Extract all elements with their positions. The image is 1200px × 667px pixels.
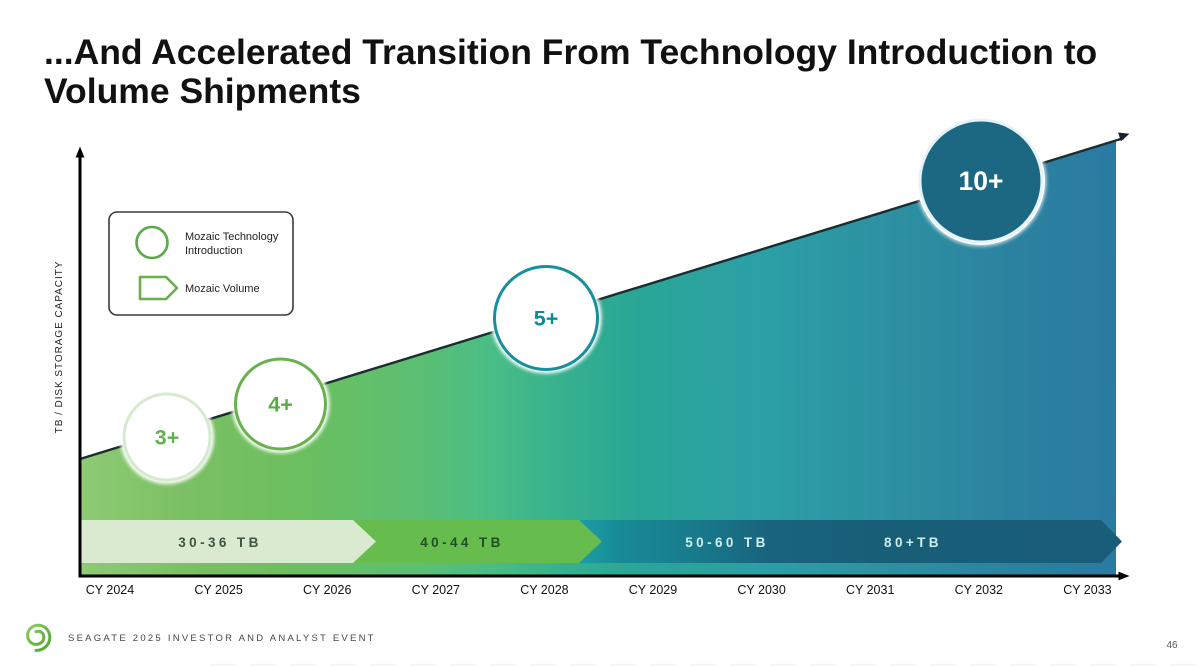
svg-text:CY 2032: CY 2032 [955, 583, 1003, 597]
svg-text:CY 2027: CY 2027 [412, 583, 460, 597]
svg-text:10+: 10+ [959, 166, 1004, 196]
svg-text:Volume Shipments: Volume Shipments [44, 71, 361, 111]
svg-text:CY 2025: CY 2025 [194, 583, 242, 597]
svg-text:CY 2031: CY 2031 [846, 583, 894, 597]
svg-text:CY 2033: CY 2033 [1063, 583, 1111, 597]
svg-text:4+: 4+ [268, 393, 293, 417]
svg-text:46: 46 [1166, 640, 1178, 651]
svg-text:CY 2028: CY 2028 [520, 583, 568, 597]
svg-text:...And Accelerated Transition: ...And Accelerated Transition From Techn… [44, 32, 1097, 72]
svg-text:Introduction: Introduction [185, 245, 242, 257]
svg-text:40-44 TB: 40-44 TB [420, 535, 503, 550]
svg-text:CY 2026: CY 2026 [303, 583, 351, 597]
svg-text:80+TB: 80+TB [884, 535, 942, 550]
svg-text:TB / DISK STORAGE CAPACITY: TB / DISK STORAGE CAPACITY [54, 261, 65, 434]
svg-text:CY 2030: CY 2030 [737, 583, 785, 597]
svg-text:Mozaic Volume: Mozaic Volume [185, 283, 260, 295]
svg-text:CY 2024: CY 2024 [86, 583, 134, 597]
svg-text:CY 2029: CY 2029 [629, 583, 677, 597]
svg-text:5+: 5+ [534, 307, 559, 331]
svg-text:30-36 TB: 30-36 TB [178, 535, 261, 550]
svg-text:3+: 3+ [155, 426, 180, 450]
svg-text:Mozaic Technology: Mozaic Technology [185, 231, 279, 243]
svg-text:SEAGATE 2025 INVESTOR AND ANAL: SEAGATE 2025 INVESTOR AND ANALYST EVENT [68, 633, 376, 644]
svg-text:50-60 TB: 50-60 TB [685, 535, 768, 550]
